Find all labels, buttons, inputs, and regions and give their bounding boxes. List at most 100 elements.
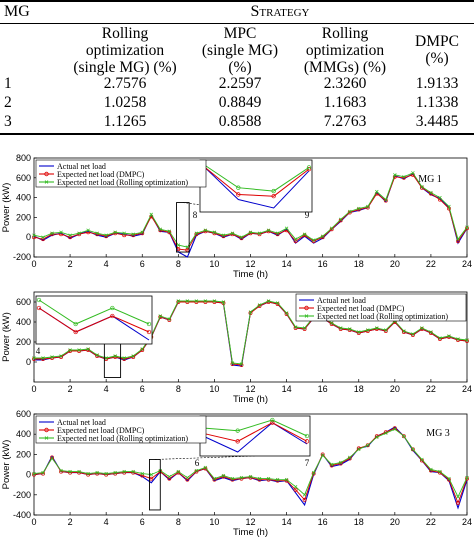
data-point [185, 299, 190, 303]
data-point [185, 300, 190, 304]
data-point [384, 328, 388, 332]
x-tick-label: 0 [31, 517, 36, 527]
data-point [465, 476, 469, 481]
data-point [429, 467, 433, 472]
inset-data-point [271, 188, 276, 194]
table-top-rule [0, 0, 474, 2]
x-axis-label: Time (h) [233, 394, 268, 405]
data-point [41, 356, 45, 360]
table-header-rule [0, 23, 474, 24]
series-line [33, 174, 468, 251]
col-header-rolling-single: Rolling optimization (single MG) (%) [73, 25, 177, 76]
data-point [50, 355, 54, 359]
x-tick-label: 16 [318, 517, 328, 527]
data-point [203, 465, 208, 470]
data-point [402, 329, 406, 333]
inset-data-point [235, 439, 240, 444]
legend-label: Expected net load (Rolling optimization) [57, 434, 188, 443]
y-tick-label: 600 [16, 173, 31, 183]
data-point [275, 302, 280, 306]
inset-data-point [306, 165, 312, 170]
data-point [50, 231, 54, 235]
data-point [122, 357, 127, 361]
data-point [293, 325, 298, 329]
data-point [95, 470, 99, 475]
data-point [266, 477, 271, 482]
data-point [465, 225, 469, 230]
data-point [356, 331, 361, 335]
x-tick-label: 22 [426, 384, 436, 394]
data-point [293, 487, 298, 492]
y-tick-label: 200 [16, 212, 31, 222]
data-point [393, 427, 397, 431]
table-cell: 1.1683 [323, 94, 367, 111]
data-point [59, 354, 63, 358]
x-tick-label: 2 [68, 384, 73, 394]
inset-data-point [73, 329, 78, 335]
data-point [212, 300, 217, 304]
data-point [140, 230, 144, 234]
x-tick-label: 2 [68, 259, 73, 269]
data-point [41, 357, 45, 361]
x-tick-label: 14 [282, 259, 292, 269]
data-point [429, 330, 433, 334]
chart-title: MG 3 [426, 428, 450, 439]
x-tick-label: 2 [68, 517, 73, 527]
data-point [113, 355, 118, 359]
data-point [257, 232, 262, 237]
y-tick-label: 0 [26, 470, 31, 480]
data-point [131, 470, 136, 475]
data-point [32, 356, 36, 360]
data-point [393, 173, 397, 177]
data-point [95, 471, 100, 476]
data-point [203, 299, 208, 303]
data-point [122, 469, 126, 474]
data-point [113, 471, 118, 476]
data-point [230, 476, 235, 481]
data-point [194, 231, 199, 235]
data-point [366, 443, 370, 448]
table-bottom-rule [0, 133, 474, 135]
data-point [357, 330, 361, 334]
data-point [347, 209, 352, 214]
inset-series-line [202, 165, 310, 209]
data-point [131, 232, 135, 236]
data-point [167, 229, 172, 234]
table-cell: 3.4485 [415, 113, 459, 130]
data-point [411, 447, 415, 452]
data-point [203, 300, 208, 304]
data-point [302, 326, 307, 330]
data-point [41, 235, 45, 239]
inset-series-line [38, 307, 150, 333]
y-tick-label: 800 [16, 153, 31, 163]
table-cell: 1.0258 [103, 94, 147, 111]
data-point [140, 347, 144, 351]
data-point [77, 349, 82, 353]
inset-series-line [202, 422, 308, 442]
data-point [447, 334, 451, 338]
data-point [420, 457, 424, 462]
x-tick-label: 12 [245, 517, 255, 527]
data-point [329, 321, 334, 325]
x-tick-label: 10 [209, 259, 219, 269]
data-point [275, 301, 280, 305]
data-point [131, 469, 135, 474]
data-point [32, 472, 36, 477]
data-point [104, 472, 109, 477]
data-point [257, 303, 262, 307]
data-point [86, 471, 90, 476]
data-point [275, 232, 280, 237]
data-point [375, 435, 379, 439]
inset-series-line [202, 422, 308, 453]
x-axis-label: Time (h) [233, 269, 268, 280]
x-tick-label: 24 [462, 259, 472, 269]
x-tick-label: 16 [318, 259, 328, 269]
legend-label: Expected net load (DMPC) [57, 170, 145, 179]
data-point [230, 477, 235, 482]
data-point [456, 495, 460, 499]
data-point [122, 356, 126, 360]
header-mg: MG [4, 3, 30, 20]
data-point [221, 233, 226, 237]
y-tick-label: 0 [26, 357, 31, 367]
